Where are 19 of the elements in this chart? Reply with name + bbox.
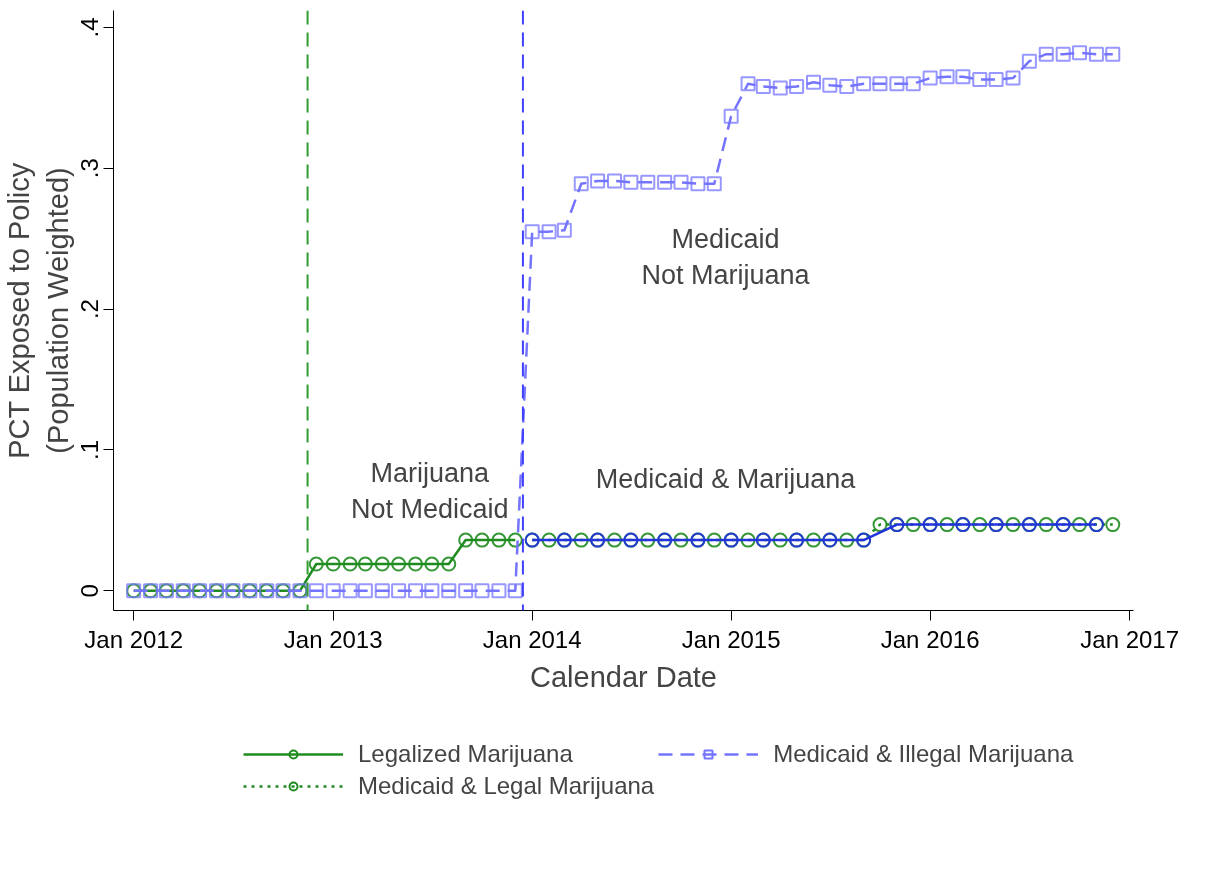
legend-label: Medicaid & Legal Marijuana xyxy=(358,772,655,800)
annotation: Marijuana Not Medicaid xyxy=(350,457,509,524)
x-tick-label: Jan 2016 xyxy=(880,625,980,653)
legend-label: Legalized Marijuana xyxy=(358,740,573,768)
y-tick-label: 0 xyxy=(76,584,104,598)
y-tick-label: .3 xyxy=(76,158,104,179)
x-tick-label: Jan 2017 xyxy=(1080,625,1180,653)
y-tick-label: .1 xyxy=(76,439,104,460)
annotation: Medicaid Not Marijuana xyxy=(641,223,811,290)
x-axis-title: Calendar Date xyxy=(530,660,717,693)
x-tick-label: Jan 2013 xyxy=(283,625,383,653)
legend-label: Medicaid & Illegal Marijuana xyxy=(773,740,1074,768)
y-tick-label: .2 xyxy=(76,299,104,320)
y-axis-title: PCT Exposed to Policy (Population Weighted) xyxy=(3,162,74,459)
x-tick-label: Jan 2015 xyxy=(681,625,781,653)
y-tick-label: .4 xyxy=(76,17,104,38)
x-tick-label: Jan 2012 xyxy=(84,625,184,653)
x-tick-label: Jan 2014 xyxy=(482,625,582,653)
annotation: Medicaid & Marijuana xyxy=(595,463,857,494)
